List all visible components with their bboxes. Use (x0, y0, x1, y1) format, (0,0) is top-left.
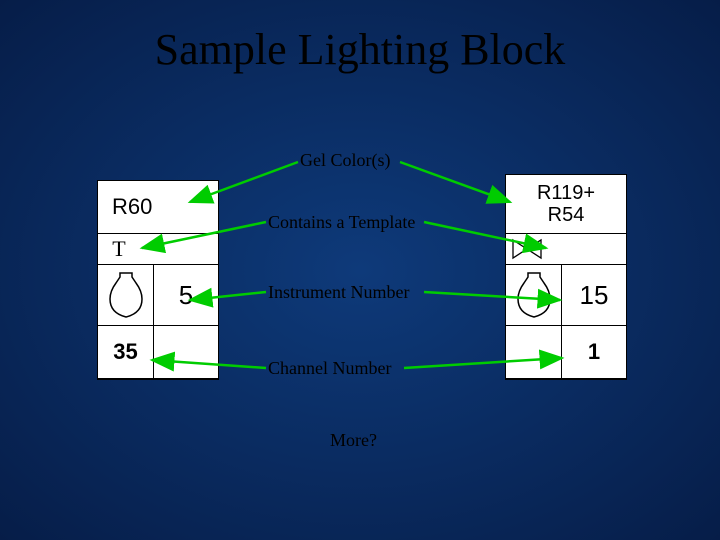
slide: Sample Lighting Block Gel Color(s) Conta… (0, 0, 720, 540)
arrow-gel-right (400, 162, 510, 202)
left-template-cell: T (97, 233, 141, 265)
left-template-blank (140, 233, 219, 265)
right-block: R119+ R54 15 1 (505, 174, 627, 380)
left-channel-blank (153, 325, 219, 379)
right-gel-line2: R54 (548, 204, 585, 226)
left-channel-cell: 35 (97, 325, 154, 379)
right-channel-cell: 1 (561, 325, 627, 379)
right-channel-value: 1 (588, 339, 600, 365)
right-template-blank (548, 233, 627, 265)
label-gel: Gel Color(s) (300, 150, 390, 171)
left-channel-value: 35 (113, 339, 137, 365)
label-template: Contains a Template (268, 212, 415, 233)
left-instrument-cell: 5 (153, 264, 219, 326)
lamp-icon (106, 271, 146, 319)
left-instrument-value: 5 (179, 280, 193, 311)
bowtie-icon (511, 238, 543, 260)
label-channel: Channel Number (268, 358, 391, 379)
left-instrument-shape-cell (97, 264, 154, 326)
page-title: Sample Lighting Block (0, 24, 720, 75)
right-instrument-shape-cell (505, 264, 562, 326)
left-block: R60 T 5 35 (97, 180, 219, 380)
label-more: More? (330, 430, 377, 451)
left-gel-cell: R60 (97, 180, 219, 234)
left-template-glyph: T (112, 236, 125, 262)
right-gel-line1: R119+ (537, 182, 595, 204)
label-instrument: Instrument Number (268, 282, 409, 303)
right-gel-cell: R119+ R54 (505, 174, 627, 234)
right-instrument-cell: 15 (561, 264, 627, 326)
left-gel-value: R60 (112, 194, 152, 220)
right-instrument-value: 15 (580, 280, 609, 311)
lamp-icon (514, 271, 554, 319)
right-channel-blank (505, 325, 562, 379)
right-template-cell (505, 233, 549, 265)
